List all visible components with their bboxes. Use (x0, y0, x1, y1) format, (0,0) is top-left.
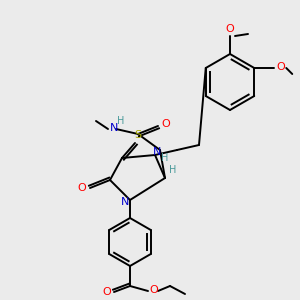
Text: O: O (78, 183, 86, 193)
Text: N: N (153, 147, 161, 157)
Text: N: N (121, 197, 129, 207)
Text: O: O (277, 62, 286, 72)
Text: S: S (134, 130, 142, 140)
Text: O: O (103, 287, 111, 297)
Text: H: H (169, 165, 177, 175)
Text: O: O (226, 24, 234, 34)
Text: H: H (117, 116, 125, 126)
Text: O: O (150, 285, 158, 295)
Text: O: O (162, 119, 170, 129)
Text: H: H (161, 153, 169, 163)
Text: N: N (110, 123, 118, 133)
